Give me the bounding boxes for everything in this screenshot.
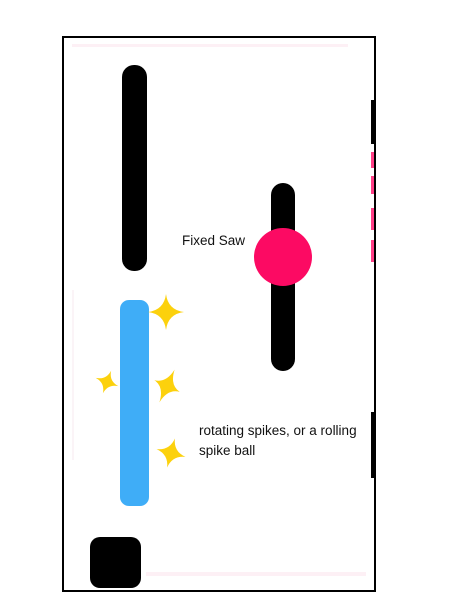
- hazard-dash-4: [371, 240, 374, 262]
- rotating-spikes-label: rotating spikes, or a rolling spike ball: [199, 423, 357, 458]
- hazard-dash-1: [371, 152, 374, 168]
- faint-guide-left: [72, 290, 74, 460]
- fixed-saw-label: Fixed Saw: [182, 233, 246, 248]
- hazard-dash-2: [371, 176, 374, 194]
- spike-star-icon: [95, 370, 119, 394]
- hazard-dash-3: [371, 208, 374, 230]
- faint-guide-top: [72, 44, 348, 47]
- fixed-saw-icon: [254, 228, 312, 286]
- vertical-wall-left: [122, 65, 147, 271]
- right-edge-wall-top: [371, 100, 374, 144]
- level-canvas: [62, 36, 376, 592]
- rotating-spike-wall: [120, 300, 149, 506]
- spike-star-icon: [156, 438, 186, 468]
- spike-star-icon: [154, 369, 180, 403]
- player-block: [90, 537, 141, 588]
- spike-star-icon: [148, 294, 184, 330]
- faint-guide-bottom: [146, 572, 366, 576]
- right-edge-wall-bottom: [371, 412, 374, 478]
